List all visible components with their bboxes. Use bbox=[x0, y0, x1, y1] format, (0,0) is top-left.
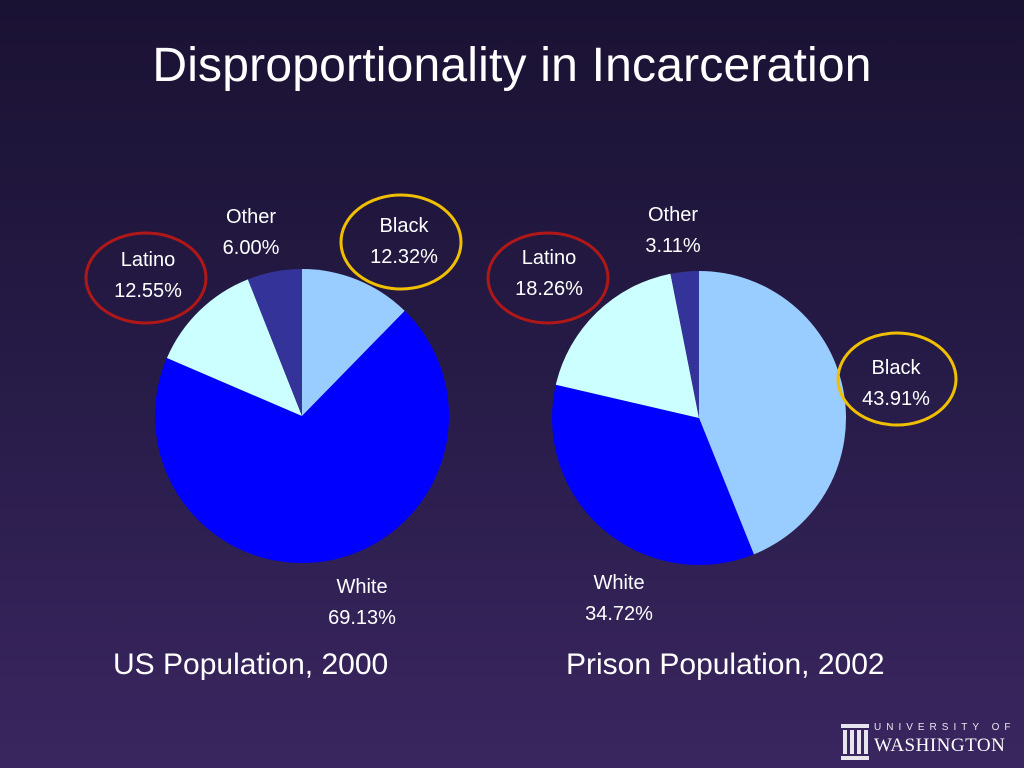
highlight-ring-latino bbox=[486, 231, 610, 325]
logo-line1: UNIVERSITY OF bbox=[874, 722, 1016, 733]
slice-value-other: 6.00% bbox=[223, 237, 280, 259]
slice-value-latino: 12.55% bbox=[114, 280, 182, 302]
slice-value-latino: 18.26% bbox=[515, 278, 583, 300]
us-population-pie: Black 12.32% White 69.13% Latino 12.55% Other 6… bbox=[84, 193, 463, 629]
columns-icon bbox=[841, 724, 869, 760]
slice-label-white: White bbox=[593, 572, 644, 594]
slice-label-other: Other bbox=[226, 206, 276, 228]
highlight-ring-latino bbox=[84, 231, 208, 325]
pie-slice-latino bbox=[166, 279, 302, 416]
pie-slice-latino bbox=[555, 273, 699, 418]
slice-label-black: Black bbox=[872, 357, 922, 379]
university-logo: UNIVERSITY OF WASHINGTON bbox=[840, 718, 1020, 764]
highlight-ring-black bbox=[339, 193, 463, 291]
slice-label-latino: Latino bbox=[522, 247, 577, 269]
highlight-ring-black bbox=[836, 331, 958, 427]
slice-value-other: 3.11% bbox=[645, 235, 700, 257]
pie-slice-black bbox=[302, 269, 405, 416]
pie-slice-white bbox=[552, 384, 754, 565]
slice-label-black: Black bbox=[380, 215, 430, 237]
pie-slice-other bbox=[670, 271, 699, 418]
pie-slice-other bbox=[247, 269, 302, 416]
slice-value-black: 12.32% bbox=[370, 246, 438, 268]
slice-label-latino: Latino bbox=[121, 249, 176, 271]
prison-population-caption: Prison Population, 2002 bbox=[566, 648, 885, 681]
slide-title: Disproportionality in Incarceration bbox=[152, 39, 872, 92]
us-population-caption: US Population, 2000 bbox=[113, 648, 389, 681]
pie-slice-black bbox=[699, 271, 847, 555]
pie-slice-white bbox=[154, 310, 450, 564]
slice-label-white: White bbox=[336, 576, 387, 598]
prison-population-pie: Black 43.91% White 34.72% Latino 18.26% Other 3… bbox=[486, 204, 958, 625]
slice-value-white: 69.13% bbox=[328, 607, 396, 629]
slice-value-black: 43.91% bbox=[862, 388, 930, 410]
slice-label-other: Other bbox=[648, 204, 698, 226]
logo-line2: WASHINGTON bbox=[874, 735, 1006, 756]
slice-value-white: 34.72% bbox=[585, 603, 653, 625]
